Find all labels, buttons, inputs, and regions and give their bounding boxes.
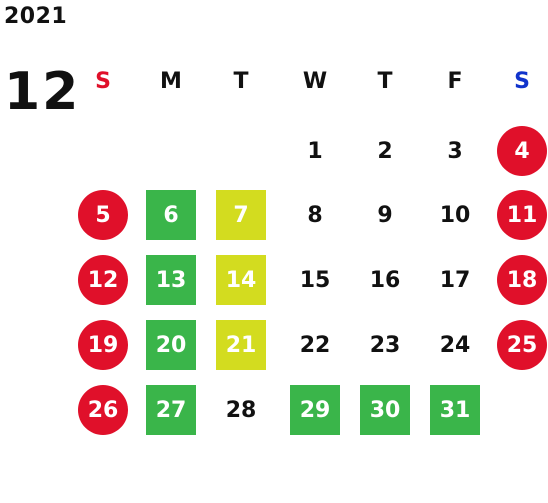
- calendar-day[interactable]: 2: [377, 138, 393, 164]
- calendar-day[interactable]: 19: [78, 320, 128, 370]
- weekday-header: S: [95, 68, 111, 94]
- calendar-day[interactable]: 14: [216, 255, 266, 305]
- calendar-day[interactable]: 11: [497, 190, 547, 240]
- calendar-day[interactable]: 4: [497, 126, 547, 176]
- calendar-day[interactable]: 5: [78, 190, 128, 240]
- calendar-day[interactable]: 31: [430, 385, 480, 435]
- calendar-day[interactable]: 10: [439, 202, 471, 228]
- calendar-day[interactable]: 13: [146, 255, 196, 305]
- calendar-day[interactable]: 26: [78, 385, 128, 435]
- weekday-header: S: [514, 68, 530, 94]
- weekday-header: W: [302, 68, 328, 94]
- calendar-day[interactable]: 15: [299, 267, 331, 293]
- calendar-day[interactable]: 1: [307, 138, 323, 164]
- month-number: 12: [4, 62, 81, 122]
- weekday-header: T: [233, 68, 249, 94]
- calendar-day[interactable]: 20: [146, 320, 196, 370]
- calendar-day[interactable]: 24: [439, 332, 471, 358]
- calendar-day[interactable]: 6: [146, 190, 196, 240]
- calendar-day[interactable]: 17: [439, 267, 471, 293]
- calendar-day[interactable]: 30: [360, 385, 410, 435]
- calendar-day[interactable]: 18: [497, 255, 547, 305]
- weekday-header: F: [447, 68, 463, 94]
- calendar-day[interactable]: 22: [299, 332, 331, 358]
- calendar-day[interactable]: 25: [497, 320, 547, 370]
- calendar-day[interactable]: 27: [146, 385, 196, 435]
- calendar-day[interactable]: 29: [290, 385, 340, 435]
- calendar-day[interactable]: 23: [369, 332, 401, 358]
- calendar-day[interactable]: 9: [377, 202, 393, 228]
- calendar-day[interactable]: 3: [447, 138, 463, 164]
- weekday-header: M: [160, 68, 182, 94]
- calendar-day[interactable]: 16: [369, 267, 401, 293]
- calendar-day[interactable]: 28: [225, 397, 257, 423]
- year-label: 2021: [4, 4, 68, 29]
- calendar-day[interactable]: 7: [216, 190, 266, 240]
- calendar-day[interactable]: 12: [78, 255, 128, 305]
- calendar-day[interactable]: 8: [307, 202, 323, 228]
- weekday-header: T: [377, 68, 393, 94]
- calendar-day[interactable]: 21: [216, 320, 266, 370]
